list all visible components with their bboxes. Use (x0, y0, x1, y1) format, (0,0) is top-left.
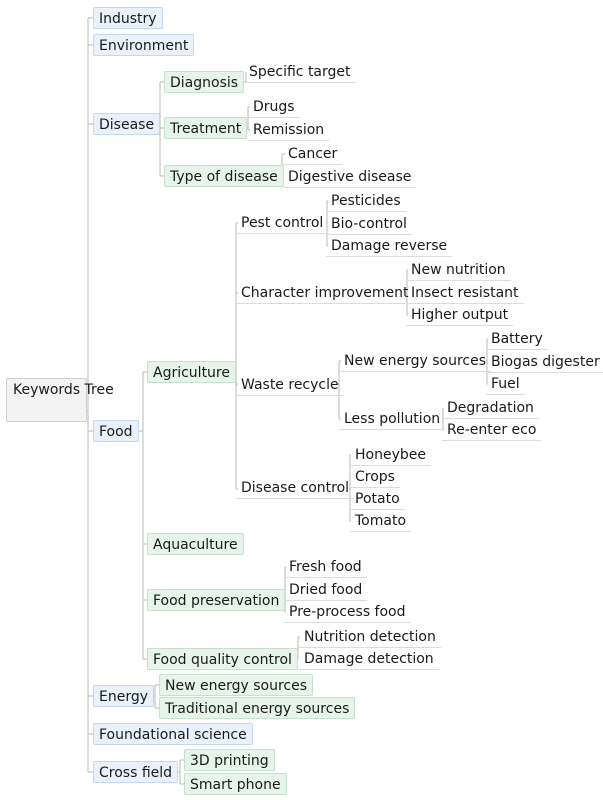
topic-remission[interactable]: Remission (248, 119, 330, 141)
topic-fresh-food[interactable]: Fresh food (284, 556, 367, 578)
topic-pest-control[interactable]: Pest control (236, 212, 329, 234)
topic-crops[interactable]: Crops (350, 466, 400, 488)
topic-less-pollution[interactable]: Less pollution (339, 408, 446, 430)
topic-fuel[interactable]: Fuel (486, 373, 525, 395)
topic-damage-detection[interactable]: Damage detection (299, 648, 439, 670)
topic-biogas-digester[interactable]: Biogas digester (486, 351, 603, 373)
topic-honeybee[interactable]: Honeybee (350, 444, 431, 466)
topic-foundational-science[interactable]: Foundational science (93, 723, 253, 745)
topic-food-quality-control[interactable]: Food quality control (147, 648, 298, 670)
topic-cancer[interactable]: Cancer (283, 143, 343, 165)
topic-aquaculture[interactable]: Aquaculture (147, 533, 244, 555)
topic-tomato[interactable]: Tomato (350, 510, 412, 532)
topic-nutrition-detection[interactable]: Nutrition detection (299, 626, 441, 648)
topic-diagnosis[interactable]: Diagnosis (164, 71, 245, 93)
topic-industry[interactable]: Industry (93, 7, 163, 29)
topic-food-preservation[interactable]: Food preservation (147, 589, 286, 611)
topic-re-enter-eco[interactable]: Re-enter eco (442, 419, 542, 441)
topic-drugs[interactable]: Drugs (248, 96, 300, 118)
topic-digestive-disease[interactable]: Digestive disease (283, 166, 417, 188)
topic-higher-output[interactable]: Higher output (406, 304, 514, 326)
topic-energy[interactable]: Energy (93, 685, 155, 707)
topic-food[interactable]: Food (93, 420, 139, 442)
topic-dried-food[interactable]: Dried food (284, 579, 368, 601)
topic-traditional-energy-sources[interactable]: Traditional energy sources (159, 697, 356, 719)
topic-bio-control[interactable]: Bio-control (326, 213, 412, 235)
topic-insect-resistant[interactable]: Insect resistant (406, 282, 524, 304)
root-node[interactable]: Keywords Tree (6, 378, 114, 422)
topic-degradation[interactable]: Degradation (442, 397, 539, 419)
topic-disease[interactable]: Disease (93, 113, 161, 135)
topic-new-energy-sources[interactable]: New energy sources (159, 674, 314, 696)
topic-potato[interactable]: Potato (350, 488, 405, 510)
topic-disease-control[interactable]: Disease control (236, 477, 355, 499)
topic-specific-target[interactable]: Specific target (244, 61, 356, 83)
topic-treatment[interactable]: Treatment (164, 117, 248, 139)
topic-cross-field[interactable]: Cross field (93, 761, 179, 783)
topic-3d-printing[interactable]: 3D printing (184, 749, 275, 771)
topic-agriculture[interactable]: Agriculture (147, 361, 236, 383)
topic-pre-process-food[interactable]: Pre-process food (284, 601, 411, 623)
topic-pesticides[interactable]: Pesticides (326, 190, 406, 212)
topic-waste-recycle[interactable]: Waste recycle (236, 374, 344, 396)
topic-new-energy-sources-agri[interactable]: New energy sources (339, 350, 492, 372)
topic-new-nutrition[interactable]: New nutrition (406, 259, 511, 281)
topic-environment[interactable]: Environment (93, 34, 195, 56)
topic-battery[interactable]: Battery (486, 328, 548, 350)
topic-damage-reverse[interactable]: Damage reverse (326, 235, 453, 257)
topic-character-improvement[interactable]: Character improvement (236, 282, 414, 304)
topic-smart-phone[interactable]: Smart phone (184, 773, 287, 795)
topic-type-of-disease[interactable]: Type of disease (164, 165, 284, 187)
